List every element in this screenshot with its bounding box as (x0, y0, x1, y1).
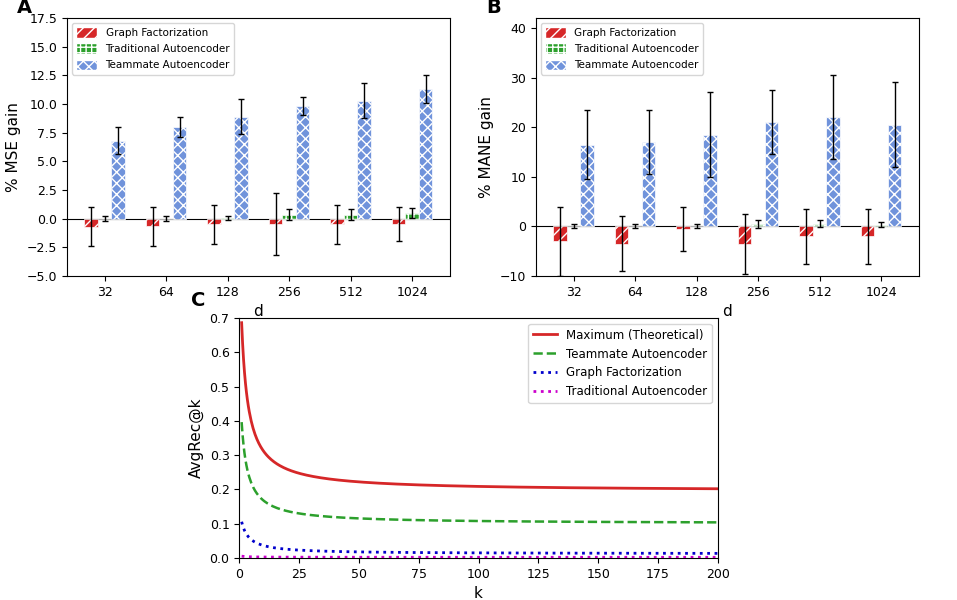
Bar (751, 224, 765, 226)
Bar (357, 101, 371, 218)
Graph Factorization (236, 518, 248, 526)
Maximum (Theoretical) (494, 483, 505, 490)
Graph Factorization (701, 550, 712, 557)
Bar (145, 218, 160, 226)
Traditional Autoencoder (236, 553, 248, 560)
Traditional Autoencoder (462, 554, 474, 561)
Line: Traditional Autoencoder: Traditional Autoencoder (242, 556, 718, 557)
Graph Factorization (626, 550, 637, 557)
Maximum (Theoretical) (236, 319, 248, 326)
Graph Factorization (462, 549, 474, 556)
Bar (282, 215, 296, 218)
Bar (826, 117, 840, 226)
Traditional Autoencoder (701, 554, 712, 561)
Maximum (Theoretical) (712, 485, 723, 493)
Bar (703, 134, 717, 226)
Traditional Autoencoder (465, 554, 477, 561)
Bar (765, 122, 778, 226)
Line: Teammate Autoencoder: Teammate Autoencoder (242, 422, 718, 523)
Graph Factorization (494, 550, 505, 557)
X-axis label: k: k (474, 586, 483, 600)
Maximum (Theoretical) (465, 482, 477, 490)
Bar (738, 226, 751, 244)
Traditional Autoencoder (520, 554, 531, 561)
Bar (391, 218, 406, 224)
Bar (553, 226, 567, 241)
Teammate Autoencoder (462, 517, 474, 524)
Maximum (Theoretical) (626, 485, 637, 492)
Traditional Autoencoder (494, 554, 505, 561)
Bar (84, 218, 98, 227)
Bar (860, 226, 875, 236)
Y-axis label: % MANE gain: % MANE gain (479, 96, 494, 198)
Traditional Autoencoder (626, 554, 637, 561)
Bar (799, 226, 812, 236)
Text: C: C (191, 291, 206, 310)
Legend: Graph Factorization, Traditional Autoencoder, Teammate Autoencoder: Graph Factorization, Traditional Autoenc… (72, 23, 234, 74)
Graph Factorization (520, 550, 531, 557)
Bar (812, 224, 826, 226)
Maximum (Theoretical) (701, 485, 712, 493)
Bar (208, 218, 221, 224)
Bar (642, 142, 656, 226)
X-axis label: d: d (254, 304, 263, 319)
Y-axis label: % MSE gain: % MSE gain (6, 102, 21, 192)
Bar (330, 218, 344, 224)
Bar (419, 89, 433, 218)
Maximum (Theoretical) (462, 482, 474, 490)
Bar (269, 218, 282, 224)
Bar (234, 116, 248, 218)
Teammate Autoencoder (701, 519, 712, 526)
Teammate Autoencoder (236, 419, 248, 426)
Bar (173, 127, 187, 218)
Line: Graph Factorization: Graph Factorization (242, 522, 718, 553)
Bar (111, 140, 125, 218)
Bar (344, 215, 357, 218)
Bar (296, 106, 309, 218)
Teammate Autoencoder (712, 519, 723, 526)
Traditional Autoencoder (712, 554, 723, 561)
Teammate Autoencoder (494, 518, 505, 525)
Legend: Maximum (Theoretical), Teammate Autoencoder, Graph Factorization, Traditional Au: Maximum (Theoretical), Teammate Autoenco… (528, 324, 712, 403)
Text: A: A (17, 0, 33, 17)
Bar (614, 226, 629, 244)
Bar (677, 226, 690, 229)
Maximum (Theoretical) (520, 484, 531, 491)
Teammate Autoencoder (626, 518, 637, 526)
Bar (875, 225, 888, 226)
Teammate Autoencoder (465, 517, 477, 524)
Y-axis label: AvgRec@k: AvgRec@k (189, 398, 204, 478)
Legend: Graph Factorization, Traditional Autoencoder, Teammate Autoencoder: Graph Factorization, Traditional Autoenc… (541, 23, 703, 74)
Bar (406, 213, 419, 218)
Graph Factorization (712, 550, 723, 557)
Bar (888, 125, 901, 226)
Teammate Autoencoder (520, 518, 531, 525)
X-axis label: d: d (723, 304, 732, 319)
Line: Maximum (Theoretical): Maximum (Theoretical) (242, 323, 718, 489)
Bar (580, 145, 594, 226)
Graph Factorization (465, 549, 477, 556)
Text: B: B (486, 0, 501, 17)
